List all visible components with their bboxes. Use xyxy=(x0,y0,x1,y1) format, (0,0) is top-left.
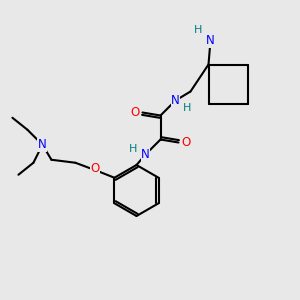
Text: N: N xyxy=(206,34,214,47)
Text: H: H xyxy=(129,143,138,154)
Text: N: N xyxy=(171,94,180,107)
Text: O: O xyxy=(130,106,140,119)
Text: N: N xyxy=(38,138,47,151)
Text: H: H xyxy=(183,103,192,113)
Text: N: N xyxy=(141,148,150,161)
Text: H: H xyxy=(194,25,202,35)
Text: O: O xyxy=(182,136,190,149)
Text: O: O xyxy=(90,162,100,175)
